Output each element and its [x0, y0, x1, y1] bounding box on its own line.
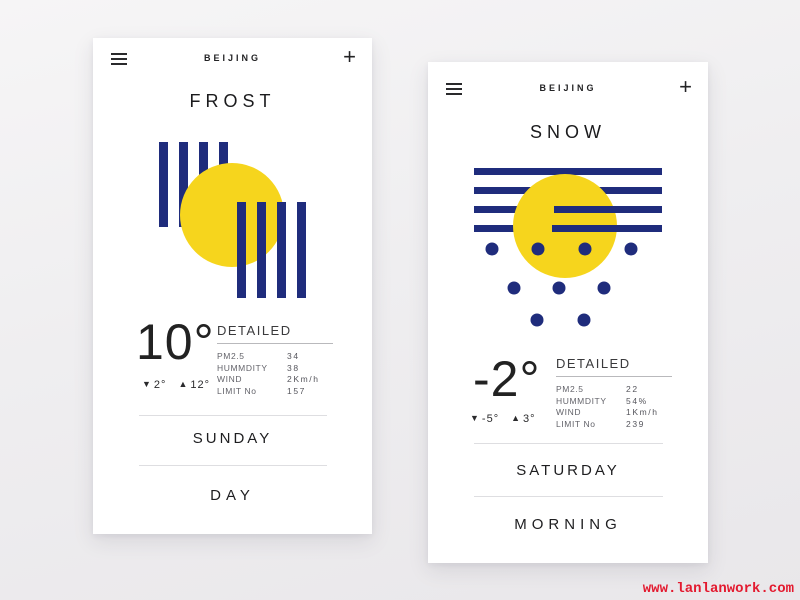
divider: [139, 465, 327, 466]
add-icon[interactable]: +: [679, 74, 692, 99]
detail-row: LIMIT No 157: [217, 386, 333, 398]
menu-icon[interactable]: [111, 53, 127, 65]
detail-label: LIMIT No: [556, 418, 596, 429]
weather-card-frost: BEIJING + FROST 10° ▼ 2° ▲ 12° DETAI: [93, 38, 372, 534]
detail-heading: DETAILED: [217, 323, 333, 344]
city-label: BEIJING: [203, 53, 261, 63]
stripes-front: [552, 206, 662, 232]
condition-title: SNOW: [530, 122, 606, 142]
sun-circle: [180, 163, 284, 267]
detail-rows: PM2.5 34 HUMMDITY 38 WIND 2Km/h LIMIT No…: [217, 351, 333, 397]
card-header: BEIJING +: [444, 76, 692, 100]
snow-illustration: [474, 168, 662, 327]
detail-label: PM2.5: [217, 351, 245, 361]
condition-title: FROST: [189, 91, 276, 111]
detail-row: HUMMDITY 54%: [556, 396, 672, 408]
detail-value: 157: [287, 385, 306, 396]
temp-range: ▼ 2° ▲ 12°: [142, 379, 210, 391]
period-row[interactable]: MORNING: [514, 516, 622, 533]
low-arrow-icon: ▼: [470, 413, 480, 423]
detail-value: 38: [287, 362, 300, 373]
low-value: 2°: [153, 379, 167, 391]
temp-range: ▼ -5° ▲ 3°: [470, 413, 536, 425]
menu-icon[interactable]: [446, 83, 462, 95]
stripes-front: [237, 202, 306, 298]
day-row[interactable]: SATURDAY: [516, 462, 620, 479]
detail-row: HUMMDITY 38: [217, 363, 333, 375]
detail-value: 1Km/h: [626, 407, 659, 417]
city-label: BEIJING: [539, 83, 597, 93]
period-row[interactable]: DAY: [210, 487, 255, 504]
high-value: 12°: [190, 379, 211, 391]
divider: [474, 443, 663, 444]
detail-value: 22: [626, 384, 639, 394]
add-icon[interactable]: +: [343, 44, 356, 69]
low-arrow-icon: ▼: [142, 379, 152, 389]
detail-row: WIND 1Km/h: [556, 407, 672, 419]
day-row[interactable]: SUNDAY: [192, 430, 273, 447]
detail-panel: DETAILED PM2.5 22 HUMMDITY 54% WIND 1Km/…: [556, 356, 672, 430]
high-arrow-icon: ▲: [511, 413, 522, 423]
detail-rows: PM2.5 22 HUMMDITY 54% WIND 1Km/h LIMIT N…: [556, 384, 672, 430]
detail-value: 54%: [626, 395, 648, 406]
detail-label: PM2.5: [556, 384, 584, 394]
detail-panel: DETAILED PM2.5 34 HUMMDITY 38 WIND 2Km/h…: [217, 323, 333, 397]
high-arrow-icon: ▲: [178, 379, 189, 389]
temperature: 10°: [136, 314, 215, 370]
detail-label: LIMIT No: [217, 385, 257, 396]
detail-value: 2Km/h: [287, 374, 320, 384]
detail-value: 239: [626, 418, 645, 429]
detail-label: HUMMDITY: [217, 362, 268, 373]
divider: [139, 415, 327, 416]
high-value: 3°: [523, 413, 536, 425]
detail-row: PM2.5 22: [556, 384, 672, 396]
low-value: -5°: [481, 413, 500, 425]
divider: [474, 496, 663, 497]
card-header: BEIJING +: [109, 46, 356, 70]
detail-row: WIND 2Km/h: [217, 374, 333, 386]
detail-label: WIND: [217, 374, 243, 384]
weather-card-snow: BEIJING + SNOW: [428, 62, 708, 563]
snow-dots: [485, 242, 638, 327]
watermark: www.lanlanwork.com: [642, 581, 794, 597]
detail-row: LIMIT No 239: [556, 419, 672, 431]
frost-illustration: [159, 142, 306, 298]
detail-label: HUMMDITY: [556, 395, 607, 406]
temperature: -2°: [473, 351, 541, 407]
detail-row: PM2.5 34: [217, 351, 333, 363]
detail-label: WIND: [556, 407, 582, 417]
detail-value: 34: [287, 351, 300, 361]
detail-heading: DETAILED: [556, 356, 672, 377]
